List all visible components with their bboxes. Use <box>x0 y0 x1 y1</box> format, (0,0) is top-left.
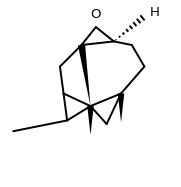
Polygon shape <box>118 94 124 122</box>
Text: H: H <box>150 6 160 19</box>
Polygon shape <box>87 106 94 135</box>
Polygon shape <box>78 45 90 106</box>
Text: O: O <box>91 8 101 21</box>
